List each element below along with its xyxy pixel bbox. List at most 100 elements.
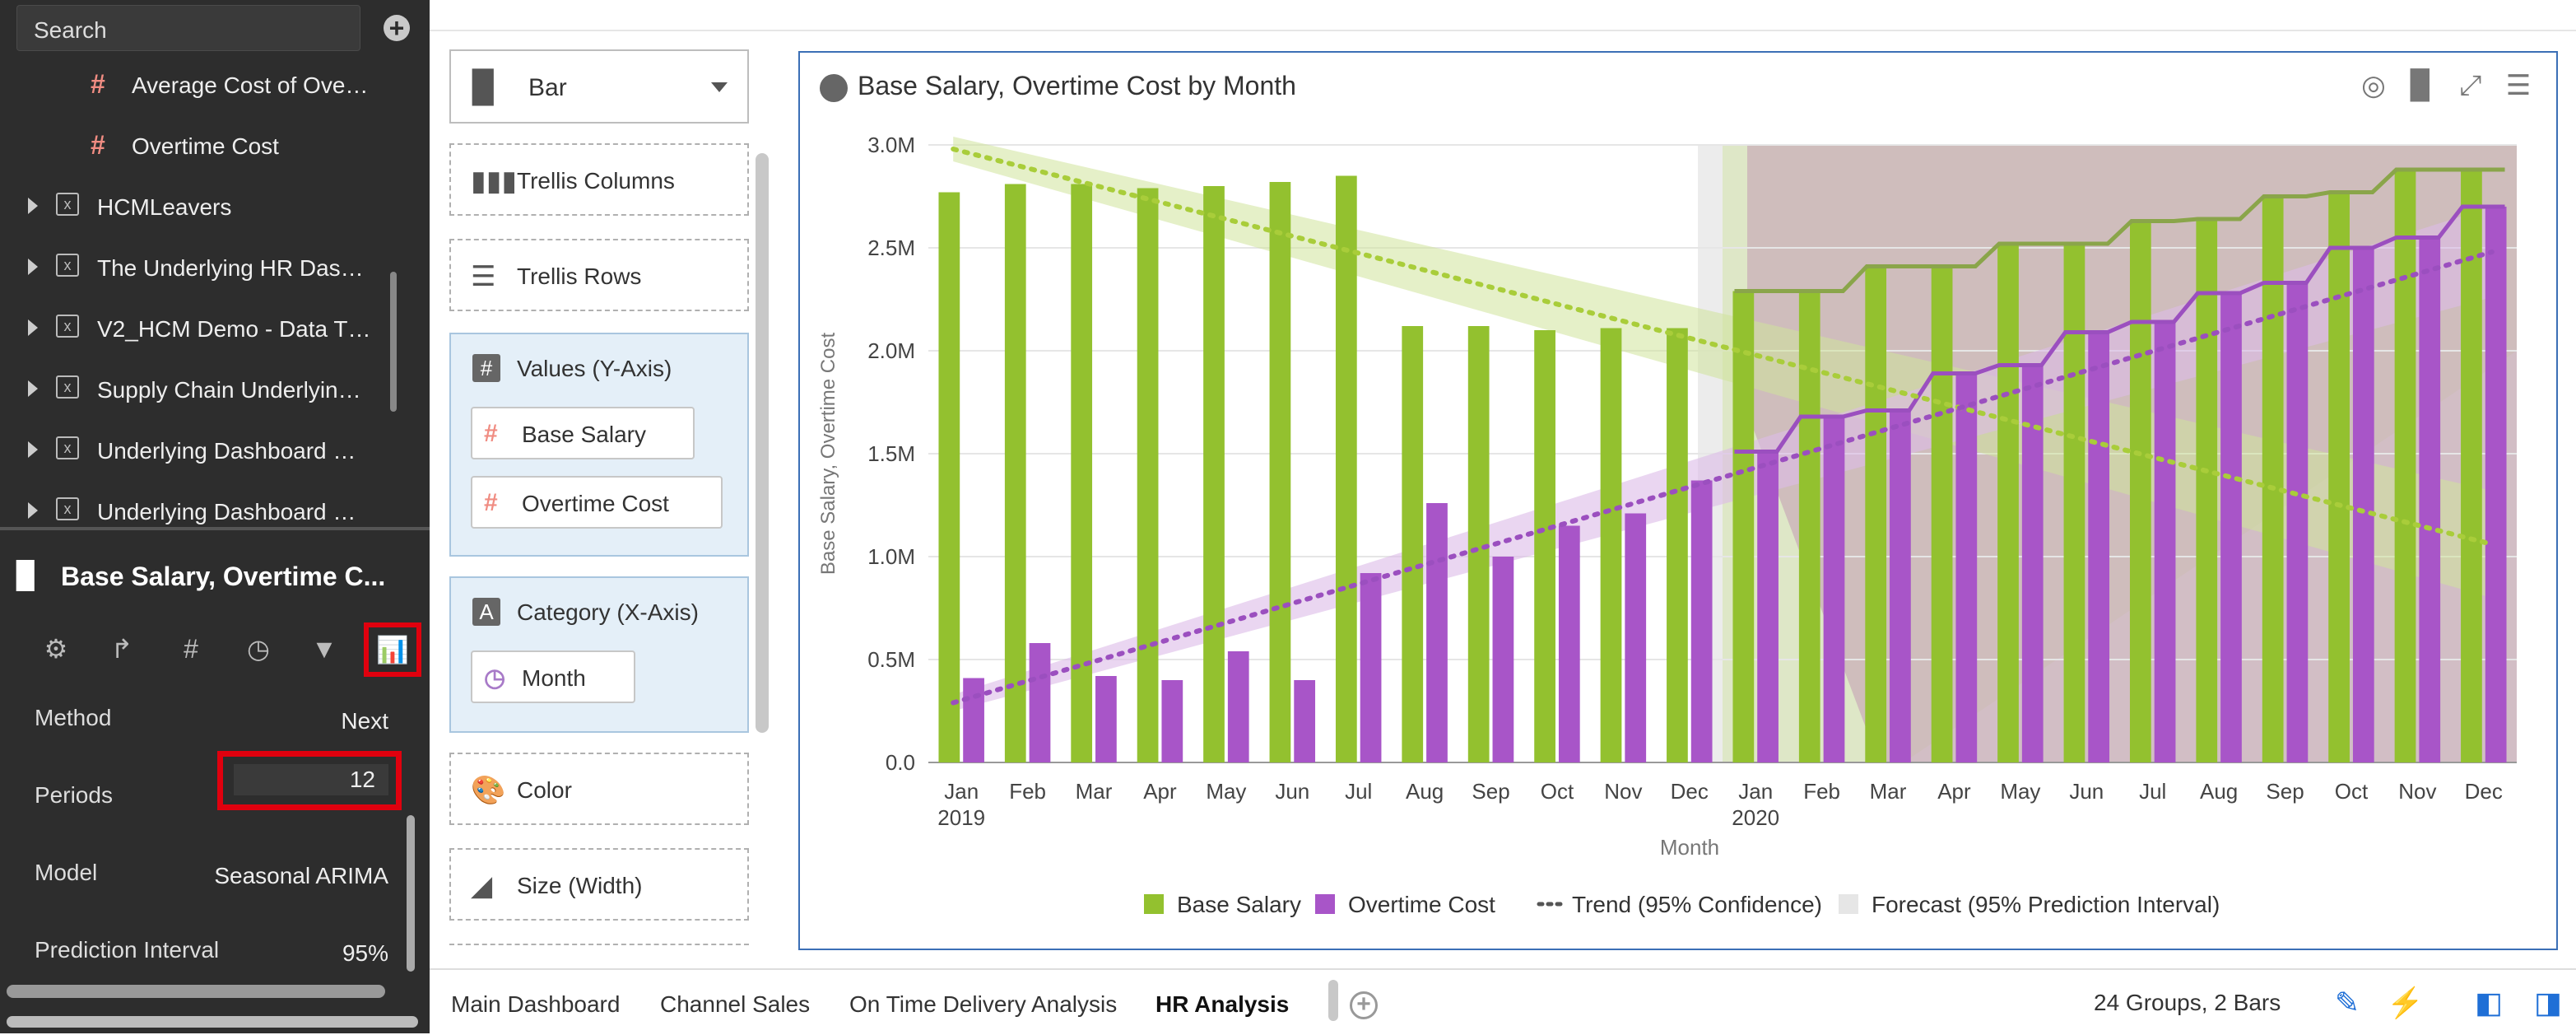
category-x-axis-zone[interactable]: A Category (X-Axis) ◷ Month	[449, 576, 749, 733]
horizontal-scrollbar[interactable]	[7, 985, 385, 998]
values-y-axis-zone[interactable]: # Values (Y-Axis) # Base Salary # Overti…	[449, 333, 749, 557]
panel-right-icon[interactable]: ◨	[2533, 986, 2562, 1019]
x-tick-label: Oct	[2335, 779, 2369, 804]
x-tick-label: Mar	[1076, 779, 1113, 804]
property-prediction-interval[interactable]: Prediction Interval 95%	[0, 922, 412, 988]
tree-item-label: The Underlying HR Das…	[97, 255, 364, 281]
property-value[interactable]: 95%	[342, 940, 388, 966]
legend-label: Forecast (95% Prediction Interval)	[1872, 892, 2220, 917]
trellis-rows-dropzone[interactable]: ☰ Trellis Rows	[449, 239, 749, 311]
expand-icon[interactable]: ⤢	[2459, 70, 2482, 101]
tree-item-label: Average Cost of Ove…	[132, 72, 369, 98]
bar-base-salary	[1137, 188, 1159, 762]
tree-item-dataset[interactable]: x Underlying Dashboard …	[0, 425, 412, 474]
dropzone-label: Trellis Rows	[517, 263, 642, 289]
bar-base-salary	[1798, 291, 1820, 762]
grammar-scrollbar[interactable]	[756, 153, 769, 733]
horizontal-scrollbar-lower[interactable]	[7, 1016, 418, 1028]
measure-icon: #	[91, 69, 105, 99]
bar-base-salary	[2262, 196, 2284, 762]
search-input[interactable]: Search	[16, 5, 360, 51]
next-dropzone[interactable]	[449, 944, 749, 957]
general-icon[interactable]: ⚙	[44, 634, 68, 664]
bar-chart-icon[interactable]: ▉	[2410, 70, 2433, 101]
filter-icon[interactable]	[820, 74, 848, 102]
bar-overtime-cost	[1426, 503, 1448, 762]
trellis-columns-dropzone[interactable]: ▮▮▮ Trellis Columns	[449, 143, 749, 216]
pill-overtime-cost[interactable]: # Overtime Cost	[471, 476, 723, 529]
bar-base-salary	[1931, 266, 1953, 762]
filter-icon[interactable]: ▼	[311, 634, 337, 664]
bar-overtime-cost	[2220, 293, 2242, 762]
clock-icon: ◷	[484, 664, 506, 692]
tree-item-measure[interactable]: # Average Cost of Ove…	[0, 59, 412, 109]
expand-caret-icon[interactable]	[28, 380, 38, 397]
property-method[interactable]: Method Next	[0, 690, 412, 756]
bar-base-salary	[1534, 330, 1555, 762]
tab-scrollbar[interactable]	[1328, 980, 1338, 1021]
x-tick-label: Jun	[2069, 779, 2104, 804]
x-tick-label: May	[2000, 779, 2040, 804]
add-icon[interactable]: +	[384, 15, 410, 41]
brush-icon[interactable]: ✎	[2334, 986, 2360, 1019]
menu-icon[interactable]: ☰	[2505, 70, 2532, 101]
y-tick-label: 0.0	[886, 750, 915, 775]
tree-item-dataset[interactable]: x Underlying Dashboard …	[0, 486, 412, 535]
size-dropzone[interactable]: ◢ Size (Width)	[449, 848, 749, 921]
bar-base-salary	[1865, 266, 1887, 762]
panel-divider[interactable]	[0, 527, 430, 530]
bar-overtime-cost	[1095, 676, 1117, 762]
expand-caret-icon[interactable]	[28, 502, 38, 519]
add-canvas-icon[interactable]: +	[1350, 991, 1378, 1019]
legend-label: Base Salary	[1177, 892, 1301, 917]
bar-overtime-cost	[2419, 237, 2441, 762]
bar-chart-icon: ▉	[16, 561, 37, 590]
tab-hr-analysis[interactable]: HR Analysis	[1155, 991, 1290, 1017]
bar-overtime-cost	[1890, 410, 1911, 762]
bar-overtime-cost	[1757, 451, 1779, 762]
panel-left-icon[interactable]: ◧	[2474, 986, 2503, 1019]
property-model[interactable]: Model Seasonal ARIMA	[0, 845, 412, 911]
periods-input[interactable]: 12	[234, 764, 388, 795]
bar-base-salary	[1071, 184, 1093, 762]
tree-item-label: Underlying Dashboard …	[97, 438, 356, 464]
analytics-icon[interactable]: 📊	[364, 622, 421, 677]
tab-main-dashboard[interactable]: Main Dashboard	[451, 991, 621, 1017]
tree-item-dataset[interactable]: x V2_HCM Demo - Data T…	[0, 303, 412, 352]
pill-base-salary[interactable]: # Base Salary	[471, 407, 695, 459]
property-value[interactable]: Next	[341, 708, 388, 734]
tree-item-dataset[interactable]: x The Underlying HR Das…	[0, 242, 412, 291]
x-tick-label: Nov	[2398, 779, 2436, 804]
pill-month[interactable]: ◷ Month	[471, 650, 635, 703]
axis-icon[interactable]: ↱	[110, 634, 133, 664]
expand-caret-icon[interactable]	[28, 441, 38, 458]
tree-item-dataset[interactable]: x Supply Chain Underlyin…	[0, 364, 412, 413]
color-dropzone[interactable]: 🎨 Color	[449, 753, 749, 825]
property-value[interactable]: Seasonal ARIMA	[214, 863, 388, 888]
bar-overtime-cost	[1029, 643, 1051, 762]
expand-caret-icon[interactable]	[28, 319, 38, 336]
properties-title: Base Salary, Overtime C...	[61, 562, 386, 591]
tab-on-time-delivery[interactable]: On Time Delivery Analysis	[849, 991, 1118, 1017]
tree-scrollbar[interactable]	[390, 272, 397, 412]
expand-caret-icon[interactable]	[28, 198, 38, 214]
x-tick-label: Jul	[2139, 779, 2166, 804]
tree-item-measure[interactable]: # Overtime Cost	[0, 120, 412, 170]
x-tick-label: Nov	[1604, 779, 1642, 804]
lightning-icon[interactable]: ⚡	[2387, 986, 2424, 1019]
time-icon[interactable]: ◷	[247, 634, 270, 664]
bar-base-salary	[1203, 186, 1225, 762]
values-icon[interactable]: #	[184, 634, 198, 664]
chart-type-select[interactable]: ▉ Bar	[449, 49, 749, 124]
y-tick-label: 2.5M	[867, 235, 915, 260]
y-axis-label: Base Salary, Overtime Cost	[817, 333, 839, 576]
dropzone-label: Trellis Columns	[517, 168, 675, 193]
x-tick-label: Jan	[1738, 779, 1773, 804]
expand-caret-icon[interactable]	[28, 259, 38, 275]
tree-item-dataset[interactable]: x HCMLeavers	[0, 181, 412, 231]
target-icon[interactable]: ◎	[2361, 70, 2386, 101]
x-tick-label: Jan	[944, 779, 979, 804]
properties-scrollbar[interactable]	[407, 815, 415, 972]
bar-overtime-cost	[1625, 513, 1647, 762]
tab-channel-sales[interactable]: Channel Sales	[660, 991, 811, 1017]
